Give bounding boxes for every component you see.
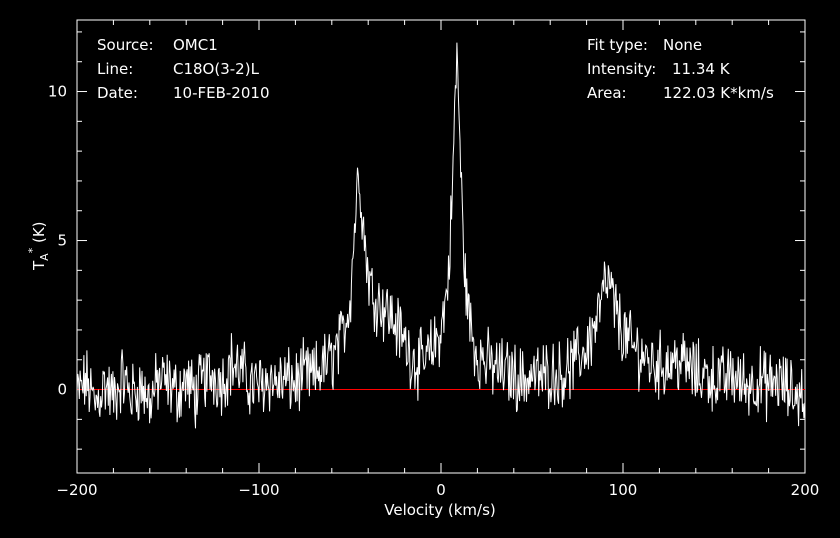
y-axis-title-unit: (K) xyxy=(30,221,48,247)
y-tick-label: 0 xyxy=(57,381,67,399)
x-tick-label: −100 xyxy=(238,481,279,499)
source-value: OMC1 xyxy=(173,36,218,54)
fit-type-key: Fit type: xyxy=(587,36,648,54)
date-key: Date: xyxy=(97,84,138,102)
y-tick-label: 10 xyxy=(48,83,67,101)
axis-tick-labels: −200 −100 0 100 200 0 5 10 xyxy=(48,83,819,499)
x-tick-label: 100 xyxy=(609,481,638,499)
fit-type-value: None xyxy=(663,36,702,54)
y-tick-label: 5 xyxy=(57,232,67,250)
intensity-value: 11.34 K xyxy=(672,60,731,78)
line-value: C18O(3-2)L xyxy=(173,60,260,78)
area-value: 122.03 K*km/s xyxy=(663,84,774,102)
x-axis-title: Velocity (km/s) xyxy=(384,501,495,519)
axis-ticks xyxy=(76,20,806,473)
intensity-key: Intensity: xyxy=(587,60,656,78)
y-axis-title-sup: * xyxy=(26,247,39,253)
x-tick-label: 0 xyxy=(436,481,446,499)
x-tick-label: 200 xyxy=(791,481,820,499)
y-axis-title: TA* (K) xyxy=(26,221,51,271)
y-axis-title-main: T xyxy=(30,260,48,271)
x-tick-label: −200 xyxy=(56,481,97,499)
info-right: Fit type: None Intensity: 11.34 K Area: … xyxy=(587,36,774,102)
source-key: Source: xyxy=(97,36,154,54)
info-left: Source: OMC1 Line: C18O(3-2)L Date: 10-F… xyxy=(97,36,269,102)
area-key: Area: xyxy=(587,84,627,102)
line-key: Line: xyxy=(97,60,133,78)
date-value: 10-FEB-2010 xyxy=(173,84,269,102)
spectrum-line xyxy=(76,42,806,429)
y-axis-title-sub: A xyxy=(38,253,51,261)
